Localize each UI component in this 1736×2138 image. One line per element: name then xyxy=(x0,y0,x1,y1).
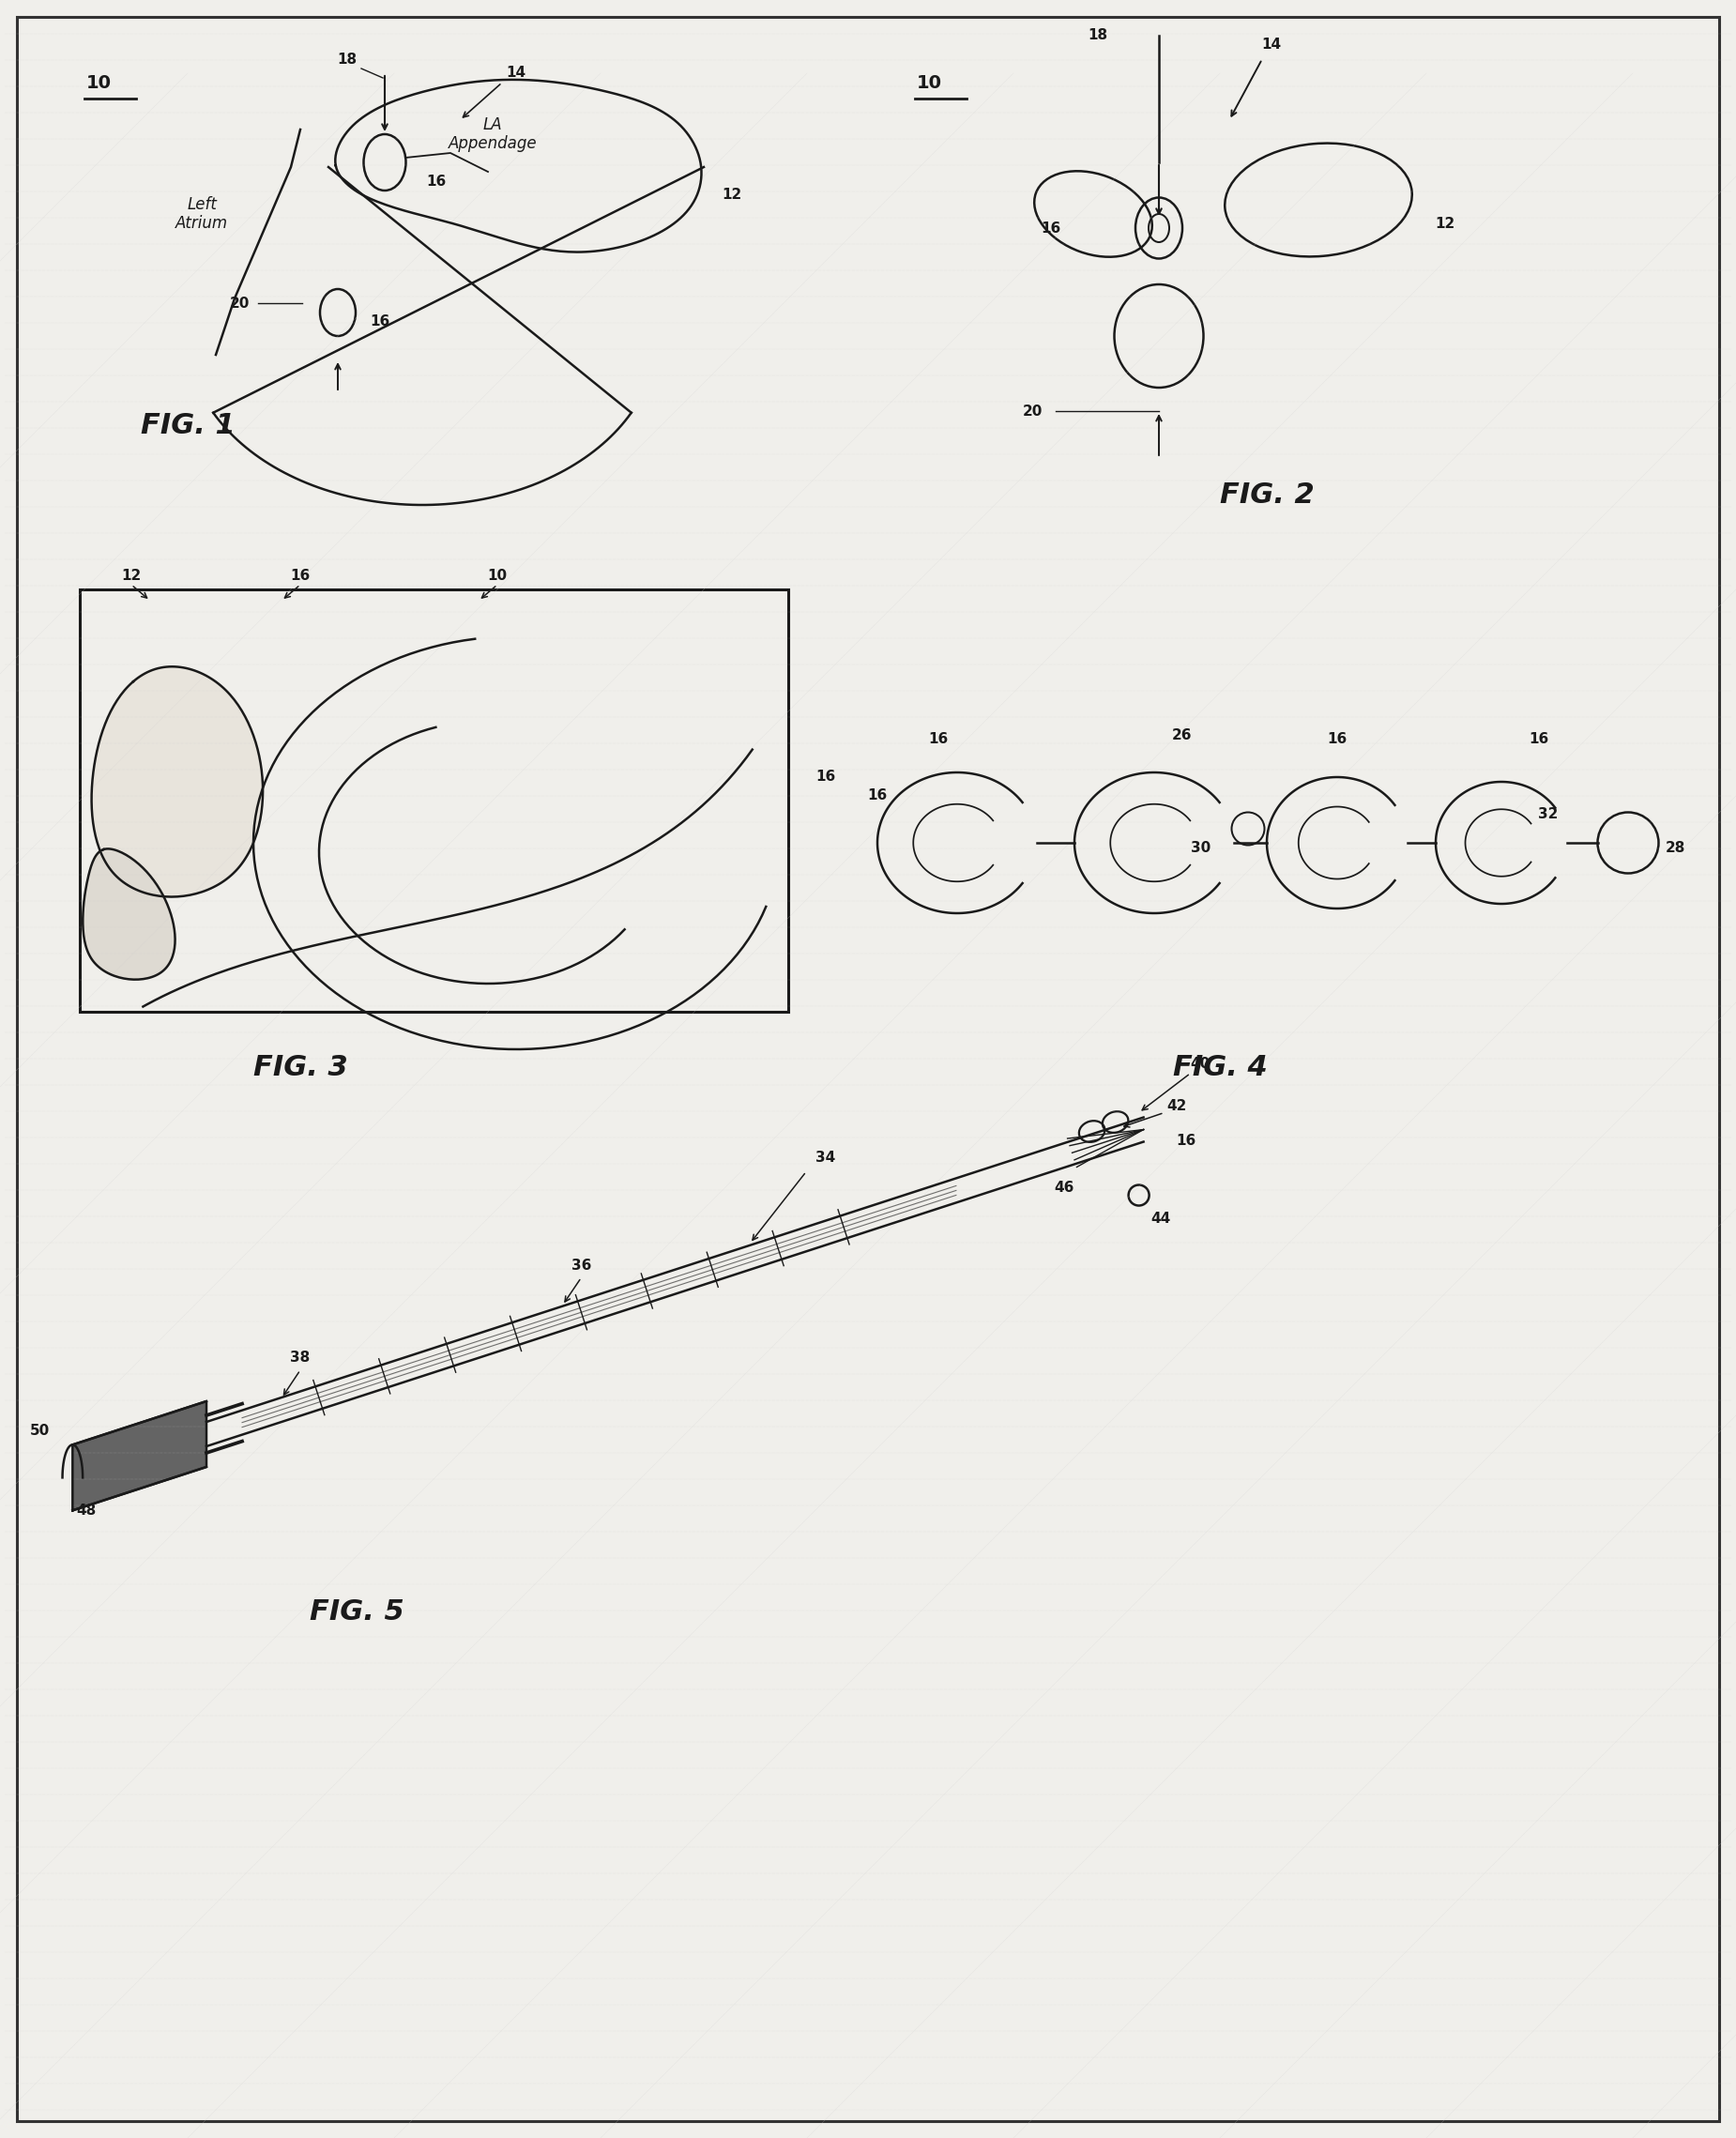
Text: FIG. 5: FIG. 5 xyxy=(309,1599,404,1627)
Text: 18: 18 xyxy=(337,51,358,66)
Text: LA
Appendage: LA Appendage xyxy=(448,115,536,152)
Text: 16: 16 xyxy=(1042,220,1061,235)
Text: 16: 16 xyxy=(427,173,446,188)
Text: 16: 16 xyxy=(290,569,311,582)
Text: 16: 16 xyxy=(929,733,948,746)
Text: 12: 12 xyxy=(722,188,741,203)
Text: 36: 36 xyxy=(571,1259,592,1272)
Text: 46: 46 xyxy=(1054,1180,1075,1195)
Text: Left
Atrium: Left Atrium xyxy=(175,197,227,233)
Text: 16: 16 xyxy=(868,789,887,804)
Text: 14: 14 xyxy=(1262,38,1281,51)
Text: 48: 48 xyxy=(76,1503,97,1518)
Text: 30: 30 xyxy=(1191,840,1212,855)
Text: 10: 10 xyxy=(85,73,111,92)
Bar xyxy=(80,590,788,1011)
Text: 40: 40 xyxy=(1189,1056,1210,1071)
Text: 44: 44 xyxy=(1151,1212,1170,1225)
Text: 50: 50 xyxy=(30,1424,50,1437)
Text: 16: 16 xyxy=(816,770,835,785)
Text: FIG. 4: FIG. 4 xyxy=(1172,1054,1267,1082)
Text: 42: 42 xyxy=(1167,1099,1186,1114)
Text: 10: 10 xyxy=(488,569,507,582)
Text: 16: 16 xyxy=(370,314,391,329)
Text: 10: 10 xyxy=(917,73,941,92)
Text: 16: 16 xyxy=(1175,1133,1196,1148)
Text: FIG. 2: FIG. 2 xyxy=(1219,481,1314,509)
Text: 16: 16 xyxy=(1328,733,1347,746)
Text: 12: 12 xyxy=(1436,216,1455,231)
Polygon shape xyxy=(83,849,175,979)
Text: FIG. 3: FIG. 3 xyxy=(253,1054,347,1082)
Text: 18: 18 xyxy=(1088,28,1108,43)
Polygon shape xyxy=(92,667,262,896)
Text: 16: 16 xyxy=(1529,733,1549,746)
Text: 38: 38 xyxy=(290,1351,311,1364)
Text: 28: 28 xyxy=(1665,840,1686,855)
Text: 34: 34 xyxy=(814,1150,835,1165)
Text: FIG. 1: FIG. 1 xyxy=(141,410,234,438)
Text: 12: 12 xyxy=(122,569,141,582)
Text: 20: 20 xyxy=(1023,404,1042,419)
Text: 32: 32 xyxy=(1538,808,1559,821)
Text: 20: 20 xyxy=(229,295,250,310)
Polygon shape xyxy=(73,1400,207,1509)
Text: 14: 14 xyxy=(507,66,526,81)
Text: 26: 26 xyxy=(1172,727,1193,742)
